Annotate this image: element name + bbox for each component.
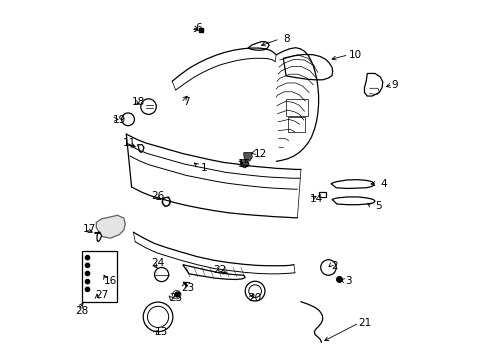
Text: 23: 23 (181, 283, 194, 293)
Text: 15: 15 (237, 159, 251, 169)
Circle shape (85, 263, 89, 267)
Text: 17: 17 (82, 224, 96, 234)
Polygon shape (94, 232, 102, 242)
Circle shape (85, 287, 89, 292)
Polygon shape (283, 54, 332, 80)
Text: 16: 16 (103, 275, 117, 285)
Text: 4: 4 (380, 179, 386, 189)
Text: 11: 11 (123, 138, 136, 148)
Text: 19: 19 (112, 115, 125, 125)
Bar (81, 251, 117, 302)
Polygon shape (318, 192, 325, 197)
Polygon shape (240, 159, 248, 168)
Text: 21: 21 (357, 318, 370, 328)
Text: 24: 24 (151, 258, 164, 268)
Text: 28: 28 (76, 306, 89, 315)
Bar (287, 117, 305, 132)
Text: 26: 26 (151, 191, 164, 201)
Text: 22: 22 (213, 265, 226, 275)
Text: 20: 20 (248, 293, 261, 303)
Text: 3: 3 (345, 275, 351, 285)
Polygon shape (183, 265, 244, 279)
Text: 12: 12 (253, 149, 266, 158)
Text: 10: 10 (348, 50, 362, 60)
Circle shape (85, 279, 89, 284)
Text: 14: 14 (309, 194, 323, 204)
Text: 1: 1 (200, 163, 207, 173)
Text: 27: 27 (95, 290, 108, 300)
Polygon shape (96, 215, 125, 238)
Polygon shape (330, 180, 374, 189)
Text: 7: 7 (183, 98, 189, 107)
Text: 2: 2 (330, 261, 337, 271)
Text: 18: 18 (132, 98, 145, 107)
Polygon shape (163, 197, 170, 207)
Circle shape (85, 271, 89, 276)
Polygon shape (247, 42, 269, 50)
Bar (285, 99, 307, 116)
Polygon shape (244, 153, 252, 162)
Text: 5: 5 (374, 202, 381, 211)
Circle shape (85, 256, 89, 260)
Polygon shape (331, 197, 374, 205)
Polygon shape (364, 73, 382, 96)
Polygon shape (137, 145, 143, 153)
Text: 8: 8 (283, 34, 289, 44)
Text: 9: 9 (390, 80, 397, 90)
Text: 25: 25 (169, 293, 182, 303)
Text: 13: 13 (155, 327, 168, 337)
Text: 6: 6 (195, 23, 202, 33)
